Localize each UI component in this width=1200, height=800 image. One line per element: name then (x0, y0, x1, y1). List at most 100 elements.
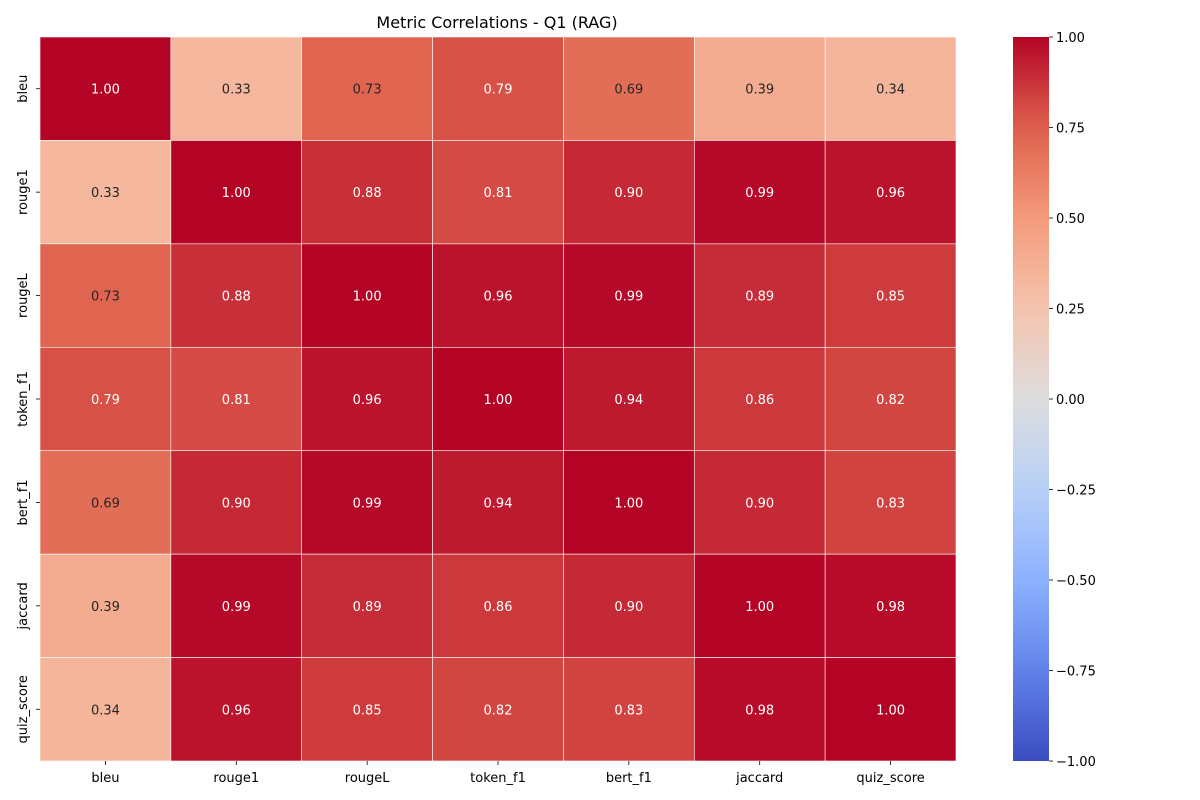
heatmap-cell (301, 553, 433, 658)
heatmap-cell (824, 140, 957, 245)
heatmap-cell (824, 553, 957, 658)
heatmap-cell (432, 346, 564, 452)
cell-value-label: 0.33 (222, 83, 251, 98)
cell-value-label: 0.89 (745, 290, 774, 305)
heatmap-cells: 1.00 0.33 0.73 0.79 0.69 0.39 0.34 0.33 1.00 0.88… (39, 36, 957, 762)
x-tick-label: jaccard (735, 771, 783, 786)
heatmap-cell (39, 36, 172, 141)
x-axis: bleu rouge1 rougeL token_f1 bert_f1 jaccard qu… (91, 761, 925, 786)
heatmap-cell (39, 450, 172, 555)
heatmap-cell (824, 346, 957, 452)
heatmap-cell (39, 657, 172, 762)
colorbar-axis: 1.00 0.75 0.50 0.25 0.00 −0.25 −0.50 −0.75 −1.00 (1049, 31, 1096, 770)
cell-value-label: 0.83 (614, 703, 643, 718)
cell-value-label: 0.98 (745, 703, 774, 718)
heatmap-cell (170, 553, 303, 658)
heatmap-cell (693, 450, 826, 555)
heatmap-cell (432, 657, 564, 762)
x-tick-label: rouge1 (213, 771, 259, 786)
colorbar-tick-label: 1.00 (1056, 31, 1085, 46)
cell-value-label: 0.88 (222, 290, 251, 305)
heatmap-cell (563, 36, 695, 141)
x-tick-label: rougeL (345, 771, 391, 786)
y-tick-label: bert_f1 (16, 479, 31, 525)
cell-value-label: 0.82 (876, 393, 905, 408)
cell-value-label: 0.90 (745, 496, 774, 511)
cell-value-label: 1.00 (745, 600, 774, 615)
cell-value-label: 1.00 (876, 703, 905, 718)
cell-value-label: 0.73 (353, 83, 382, 98)
heatmap-cell (301, 140, 433, 245)
cell-value-label: 0.69 (91, 496, 120, 511)
cell-value-label: 0.85 (876, 290, 905, 305)
heatmap-cell (170, 36, 303, 141)
cell-value-label: 0.94 (614, 393, 643, 408)
cell-value-label: 0.88 (353, 186, 382, 201)
y-tick-label: rougeL (16, 272, 31, 318)
heatmap-cell (824, 450, 957, 555)
cell-value-label: 0.39 (91, 600, 120, 615)
cell-value-label: 0.79 (484, 83, 513, 98)
cell-value-label: 0.90 (614, 186, 643, 201)
cell-value-label: 0.96 (353, 393, 382, 408)
colorbar-tick-label: −1.00 (1056, 755, 1096, 770)
x-tick-label: token_f1 (470, 771, 526, 786)
cell-value-label: 0.96 (484, 290, 513, 305)
heatmap-cell (432, 36, 564, 141)
heatmap-cell (563, 657, 695, 762)
colorbar-tick-label: 0.00 (1056, 393, 1085, 408)
cell-value-label: 0.99 (745, 186, 774, 201)
heatmap-cell (301, 243, 433, 348)
cell-value-label: 0.86 (484, 600, 513, 615)
heatmap-cell (693, 36, 826, 141)
y-tick-label: jaccard (16, 582, 31, 630)
x-tick-label: bert_f1 (606, 771, 652, 786)
heatmap-cell (170, 657, 303, 762)
cell-value-label: 0.34 (91, 703, 120, 718)
cell-value-label: 0.82 (484, 703, 513, 718)
heatmap-cell (693, 657, 826, 762)
cell-value-label: 1.00 (614, 496, 643, 511)
colorbar-tick-label: −0.25 (1056, 484, 1096, 499)
cell-value-label: 0.99 (353, 496, 382, 511)
heatmap-cell (170, 243, 303, 348)
heatmap-cell (824, 36, 957, 141)
y-tick-label: rouge1 (16, 169, 31, 215)
cell-value-label: 1.00 (91, 83, 120, 98)
x-tick-label: bleu (91, 771, 119, 786)
cell-value-label: 0.86 (745, 393, 774, 408)
cell-value-label: 0.90 (222, 496, 251, 511)
cell-value-label: 0.99 (614, 290, 643, 305)
colorbar-tick-label: −0.50 (1056, 574, 1096, 589)
cell-value-label: 0.99 (222, 600, 251, 615)
cell-value-label: 0.98 (876, 600, 905, 615)
heatmap-cell (432, 553, 564, 658)
cell-value-label: 0.79 (91, 393, 120, 408)
y-tick-label: quiz_score (16, 675, 31, 743)
heatmap-cell (563, 140, 695, 245)
cell-value-label: 0.83 (876, 496, 905, 511)
cell-value-label: 1.00 (222, 186, 251, 201)
heatmap-cell (39, 553, 172, 658)
cell-value-label: 0.73 (91, 290, 120, 305)
cell-value-label: 0.96 (222, 703, 251, 718)
heatmap-cell (170, 346, 303, 452)
chart-title: Metric Correlations - Q1 (RAG) (376, 13, 617, 32)
cell-value-label: 0.69 (614, 83, 643, 98)
cell-value-label: 1.00 (484, 393, 513, 408)
heatmap-cell (824, 243, 957, 348)
cell-value-label: 0.94 (484, 496, 513, 511)
cell-value-label: 0.96 (876, 186, 905, 201)
heatmap-cell (301, 36, 433, 141)
x-tick-label: quiz_score (856, 771, 924, 786)
heatmap-cell (824, 657, 957, 762)
y-tick-label: bleu (16, 75, 31, 103)
heatmap-cell (432, 243, 564, 348)
cell-value-label: 0.85 (353, 703, 382, 718)
heatmap-cell (301, 450, 433, 555)
cell-value-label: 0.81 (484, 186, 513, 201)
heatmap-cell (563, 553, 695, 658)
colorbar (1013, 37, 1049, 761)
